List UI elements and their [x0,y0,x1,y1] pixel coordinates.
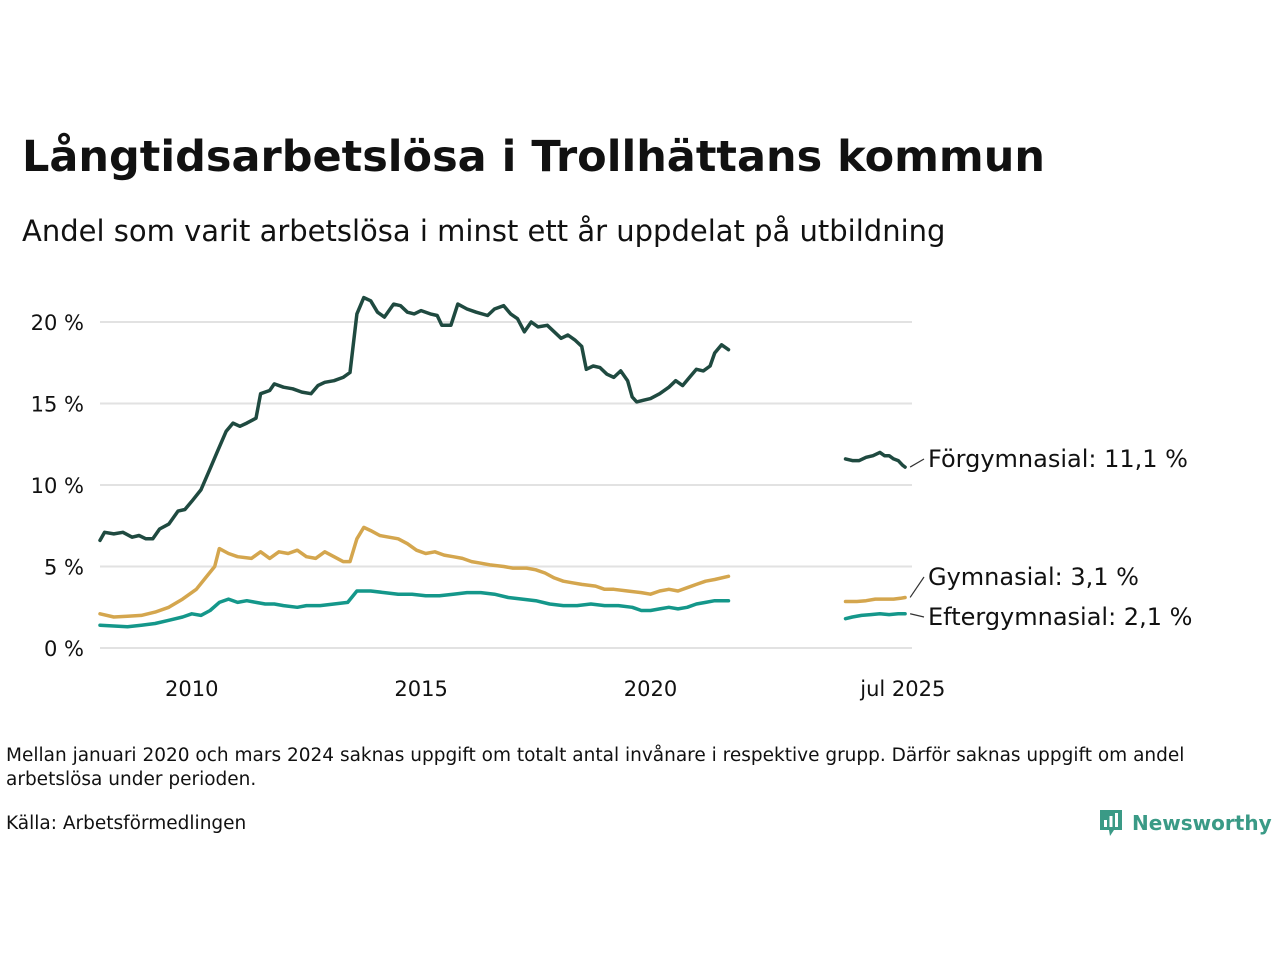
series-line-eftergymnasial [843,612,907,621]
x-axis-tick-labels: 2010 2015 2020 jul 2025 [165,677,945,701]
series-label-gymnasial: Gymnasial: 3,1 % [928,563,1139,591]
label-connector [909,613,925,618]
series-end-labels: Förgymnasial: 11,1 % Gymnasial: 3,1 % Efte… [909,445,1192,631]
x-tick-label: 2010 [165,677,218,701]
logo-text: Newsworthy [1132,811,1272,835]
chart-subtitle: Andel som varit arbetslösa i minst ett å… [22,214,946,248]
y-tick-label: 5 % [44,556,84,580]
series-line-forgymnasial [843,450,907,469]
label-connector [909,576,925,598]
x-tick-label: jul 2025 [859,677,945,701]
bar-chart-icon [1100,810,1122,836]
chart-title: Långtidsarbetslösa i Trollhättans kommun [22,132,1045,182]
y-tick-label: 20 % [31,311,84,335]
y-tick-label: 0 % [44,637,84,661]
label-connector [909,458,925,468]
y-tick-label: 10 % [31,474,84,498]
series-label-eftergymnasial: Eftergymnasial: 2,1 % [928,603,1192,631]
y-tick-label: 15 % [31,393,84,417]
newsworthy-logo: Newsworthy [1098,808,1272,838]
footnote: Mellan januari 2020 och mars 2024 saknas… [6,745,1185,790]
x-tick-label: 2020 [624,677,677,701]
source-note: Källa: Arbetsförmedlingen [6,813,247,834]
grid-lines [100,321,912,649]
series-line-forgymnasial [98,295,731,543]
series-line-eftergymnasial [98,589,731,629]
line-chart: 0 %5 %10 %15 %20 % 2010 2015 2020 jul 2025 … [31,295,1192,701]
series-line-gymnasial [843,595,907,604]
y-axis-tick-labels: 0 % 5 % 10 % 15 % 20 % [31,311,84,661]
series-label-forgymnasial: Förgymnasial: 11,1 % [928,445,1188,473]
series-line-gymnasial [98,525,731,619]
series-lines [98,295,907,629]
x-tick-label: 2015 [394,677,447,701]
